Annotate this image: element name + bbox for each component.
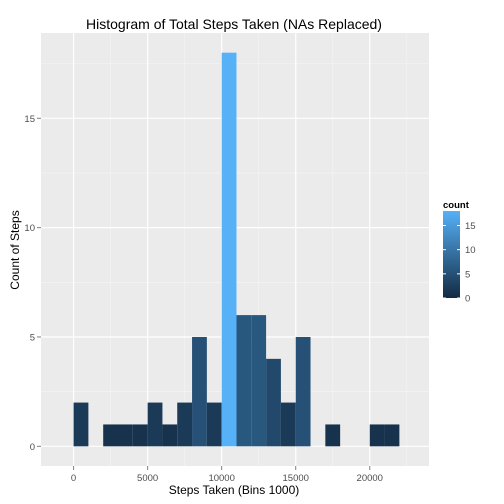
color-legend: count 15 10 5 0 [443, 200, 476, 305]
y-tick-label: 0 [30, 442, 35, 453]
x-axis-title: Steps Taken (Bins 1000) [169, 483, 300, 497]
histogram-bar [266, 358, 281, 447]
histogram-bar [147, 402, 163, 447]
histogram-bar [162, 424, 178, 447]
histogram-bar [325, 424, 341, 447]
legend-label: 15 [465, 221, 476, 232]
y-axis: 0 5 10 15 [24, 114, 41, 453]
x-tick-label: 20000 [357, 473, 383, 484]
x-tick-label: 5000 [137, 473, 158, 484]
histogram-bar [103, 424, 119, 447]
legend-colorbar [443, 211, 460, 298]
histogram-bar [384, 424, 400, 447]
y-tick-label: 10 [24, 223, 35, 234]
histogram-bar [369, 424, 385, 447]
histogram-bar [251, 315, 267, 447]
legend-label: 0 [465, 294, 470, 305]
x-tick-label: 15000 [283, 473, 309, 484]
histogram-bar [177, 402, 193, 447]
histogram-bar [132, 424, 148, 447]
y-tick-label: 5 [30, 332, 35, 343]
x-tick-label: 10000 [208, 473, 234, 484]
histogram-bar [221, 52, 237, 447]
x-tick-label: 0 [71, 473, 76, 484]
x-axis: 0 5000 10000 15000 20000 [71, 466, 383, 484]
histogram-bar [192, 336, 207, 447]
histogram-bar [236, 315, 252, 447]
histogram-bar [280, 402, 296, 447]
histogram-bar [73, 402, 89, 447]
legend-title: count [443, 200, 470, 211]
chart-title: Histogram of Total Steps Taken (NAs Repl… [86, 16, 382, 32]
legend-ticks: 15 10 5 0 [443, 221, 476, 305]
legend-label: 10 [465, 245, 476, 256]
y-tick-label: 15 [24, 114, 35, 125]
histogram-bar [295, 336, 311, 447]
histogram-bar [118, 424, 133, 447]
histogram-bar [206, 402, 222, 447]
legend-label: 5 [465, 269, 470, 280]
histogram-bars [73, 52, 400, 447]
y-axis-title: Count of Steps [8, 210, 22, 289]
